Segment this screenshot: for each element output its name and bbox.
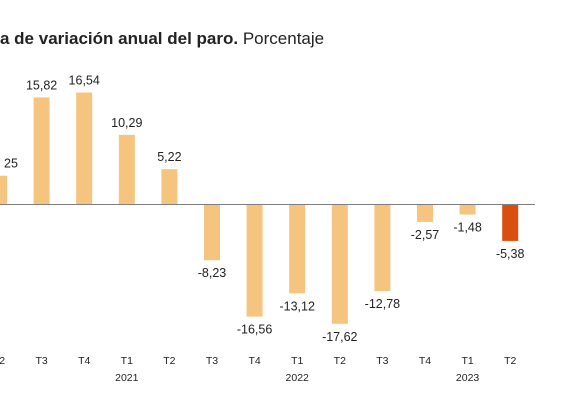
x-tick-label: T1: [121, 355, 133, 367]
data-label: 5,22: [157, 150, 181, 164]
chart-title-bold: a de variación anual del paro.: [0, 29, 239, 48]
x-tick-label: T3: [35, 355, 47, 367]
bar: [33, 97, 50, 205]
data-label: 16,54: [69, 74, 100, 88]
bar: [161, 169, 178, 205]
data-label: 10,29: [111, 116, 142, 130]
x-tick-label: T4: [78, 355, 90, 367]
chart-title: a de variación anual del paro. Porcentaj…: [0, 29, 324, 49]
x-year-label: 2022: [286, 372, 310, 384]
data-label: -16,56: [237, 323, 272, 337]
bar: [331, 204, 348, 324]
x-year-label: 2023: [456, 372, 480, 384]
x-tick-label: T3: [376, 355, 388, 367]
data-label: -12,78: [365, 297, 400, 311]
x-tick-label: T3: [206, 355, 218, 367]
bar: [0, 175, 7, 205]
x-tick-label: T4: [419, 355, 431, 367]
bar: [417, 204, 433, 222]
bar: [502, 204, 519, 241]
x-year-label: 2021: [115, 372, 139, 384]
x-tick-label: T4: [248, 355, 260, 367]
bar: [289, 204, 306, 294]
bar: [118, 134, 135, 205]
x-tick-label: T2: [0, 355, 5, 367]
x-tick-label: T1: [461, 355, 473, 367]
bar: [459, 204, 476, 215]
data-label: -1,48: [453, 221, 482, 235]
data-label: -5,38: [496, 247, 525, 261]
bar: [204, 204, 220, 261]
data-label: 25: [4, 157, 18, 171]
data-label: -2,57: [411, 228, 440, 242]
x-tick-label: T2: [334, 355, 346, 367]
x-tick-label: T1: [291, 355, 303, 367]
bar: [246, 204, 263, 317]
bar: [76, 92, 93, 205]
data-label: -8,23: [198, 266, 227, 280]
bar: [374, 204, 391, 292]
chart-title-unit: Porcentaje: [242, 29, 325, 48]
data-label: -17,62: [322, 330, 357, 344]
data-label: 15,82: [26, 78, 57, 92]
x-tick-label: T2: [163, 355, 175, 367]
x-tick-label: T2: [504, 355, 516, 367]
data-label: -13,12: [279, 299, 314, 313]
